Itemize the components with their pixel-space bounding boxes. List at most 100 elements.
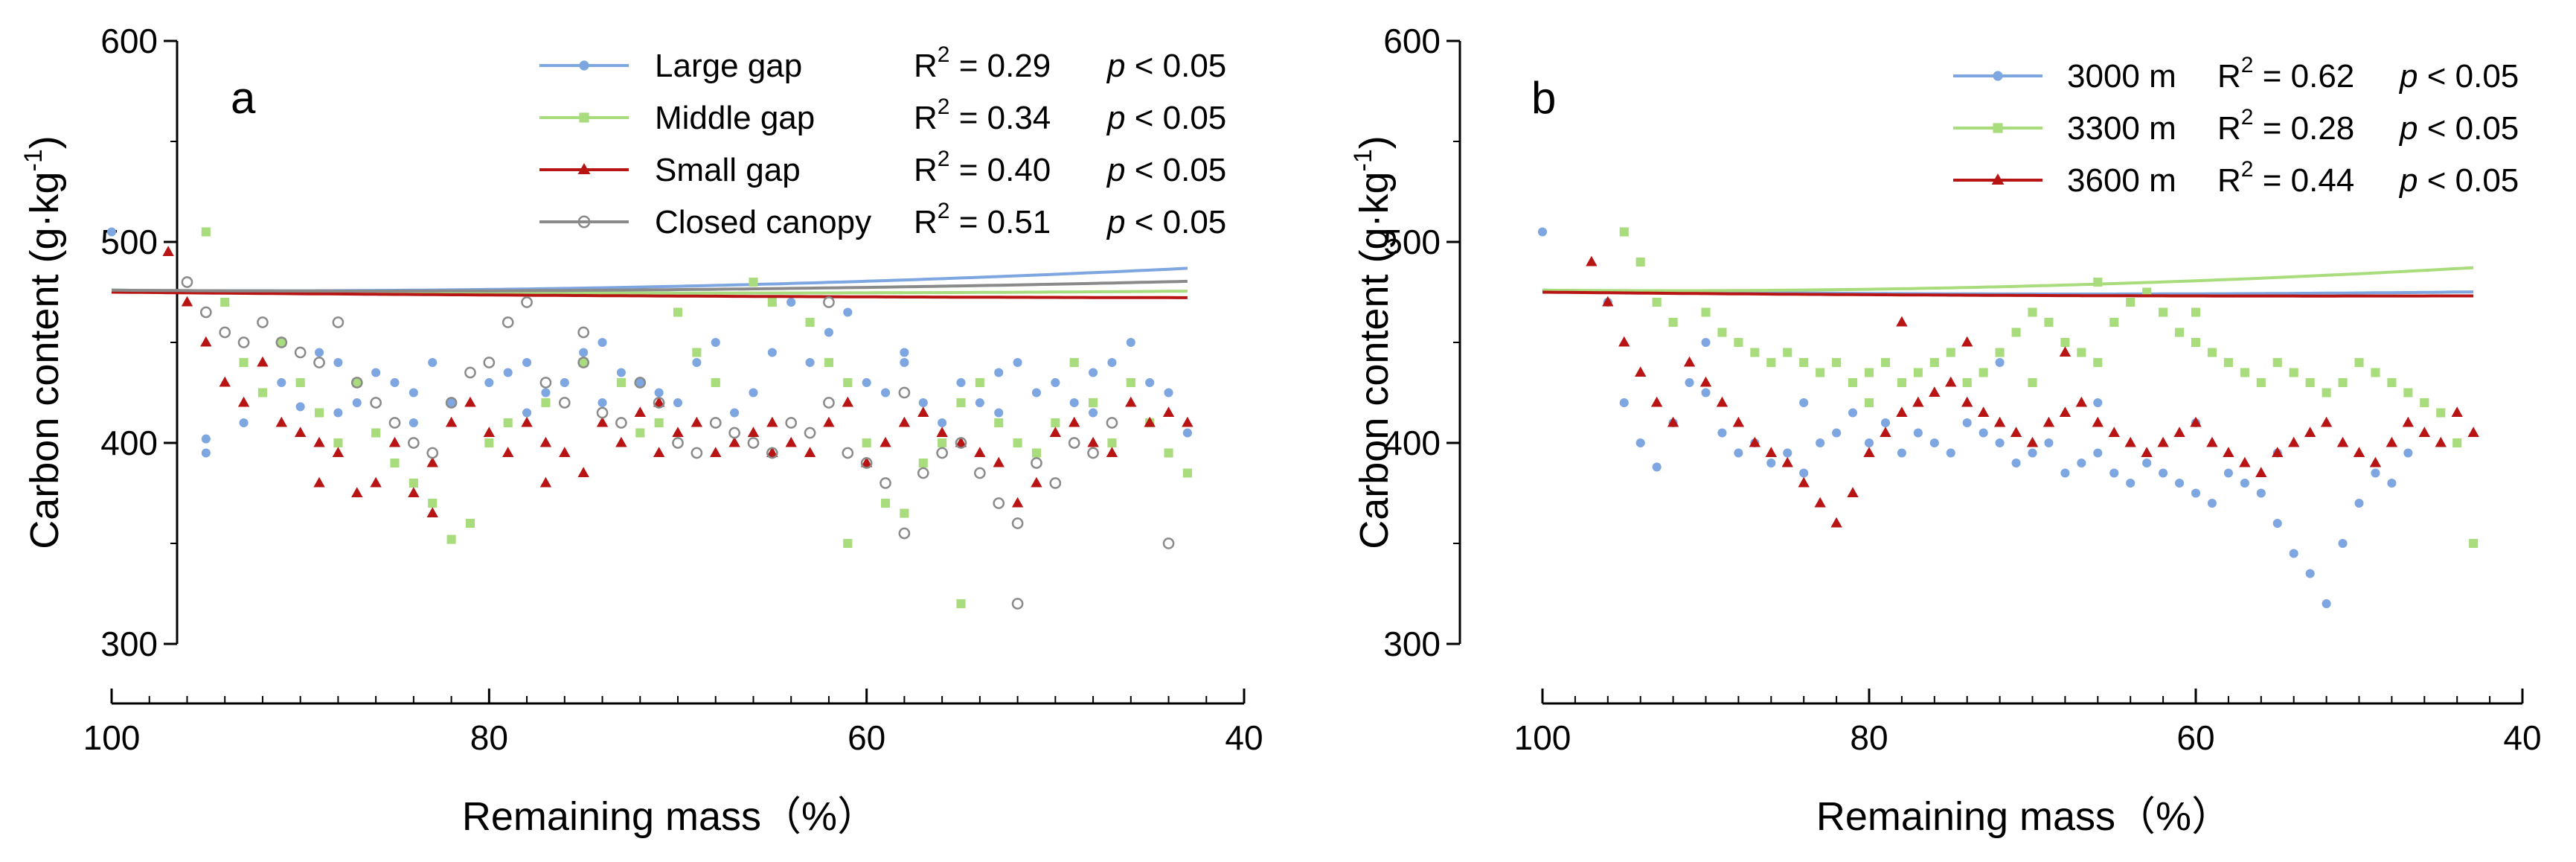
data-point [1668,317,1678,328]
data-point [2223,357,2233,368]
y-axis-title-main: Carbon content (g·kg [22,171,67,549]
data-point [862,438,871,448]
data-point [371,368,381,377]
data-point [804,427,816,439]
data-point [577,467,589,477]
data-point [201,227,211,237]
data-point [408,418,418,428]
data-point [2386,436,2398,447]
legend-marker [1993,123,2003,133]
data-point [1717,428,1727,438]
data-point [900,508,909,518]
fit-curve [111,290,1188,299]
data-point [2109,468,2119,478]
data-point [672,427,684,437]
fit-curve [111,266,1188,293]
data-point [1652,297,1662,307]
data-point [1031,388,1042,398]
data-point [785,417,798,429]
series-large-gap [106,227,1192,458]
data-point [597,337,607,348]
data-point [2336,436,2349,447]
data-point [1847,487,1859,497]
y-axis-title-main: Carbon content (g·kg [1352,171,1397,549]
data-point [1961,396,1973,407]
data-point [2322,388,2331,398]
data-point [2126,478,2136,488]
data-point [1602,296,1614,307]
data-point [2371,368,2380,377]
data-point [2175,478,2185,488]
data-point [880,477,891,489]
data-point [295,402,305,412]
data-point [824,357,833,368]
data-point [2028,448,2037,458]
data-point [709,417,722,429]
x-tick-label: 40 [1225,718,1263,757]
data-point [199,306,212,319]
data-point [408,487,420,497]
data-point [484,377,494,388]
data-point [1087,436,1099,447]
data-point [1126,337,1135,348]
data-point [1011,497,1024,508]
legend-r2: R2 = 0.40 [914,147,1051,188]
data-point [390,458,400,468]
data-point [1749,436,1761,447]
data-point [2467,427,2479,437]
data-point [2206,436,2218,447]
data-point [2060,337,2070,348]
y-tick-label: 600 [1383,22,1441,60]
data-point [898,386,911,399]
data-point [1164,388,1173,398]
data-point [2028,307,2037,317]
data-point [579,357,589,368]
data-point [446,534,456,544]
data-point [2142,458,2152,468]
data-point [2320,416,2333,427]
data-point [2223,468,2233,478]
data-point [2240,368,2249,377]
data-point [2060,468,2070,478]
data-point [1896,316,1908,327]
data-point [2159,307,2168,317]
data-point [749,277,758,287]
data-point [823,296,835,308]
data-point [558,397,571,409]
data-point [1069,357,1079,368]
data-point [2371,468,2380,478]
data-point [1069,398,1079,408]
data-point [1929,357,1939,368]
data-point [465,518,475,529]
data-point [710,447,722,457]
legend-r2-value: 0.62 [2291,58,2355,95]
data-point [1798,476,1810,488]
data-point [1979,428,1988,438]
data-point [408,478,418,488]
legend-r2-value: 0.28 [2291,110,2355,147]
legend-p: p < 0.05 [1106,152,1226,188]
data-point [692,348,702,357]
legend-label: Closed canopy [655,204,871,240]
x-tick-label: 80 [470,718,508,757]
legend: 3000 m R2 = 0.62 p < 0.05 3300 m R2 = 0.28 p … [1953,53,2519,199]
series-3300-m [1542,227,2479,549]
data-point [880,388,891,398]
x-tick-label: 100 [1514,718,1571,757]
data-point [2093,357,2103,368]
data-point [653,397,665,409]
data-point [2026,436,2039,447]
data-point [994,408,1004,418]
data-point [2011,458,2021,468]
x-tick-label: 100 [83,718,141,757]
data-point [220,297,230,307]
data-point [994,368,1004,377]
data-point [1145,377,1155,388]
data-point [1734,337,1743,348]
data-point [2387,377,2397,388]
data-point [408,388,418,398]
legend: Large gap R2 = 0.29 p < 0.05 Middle gap R2 =… [539,42,1226,240]
legend-r2: R2 = 0.51 [914,199,1051,240]
data-point [691,416,703,427]
data-point [239,357,249,368]
